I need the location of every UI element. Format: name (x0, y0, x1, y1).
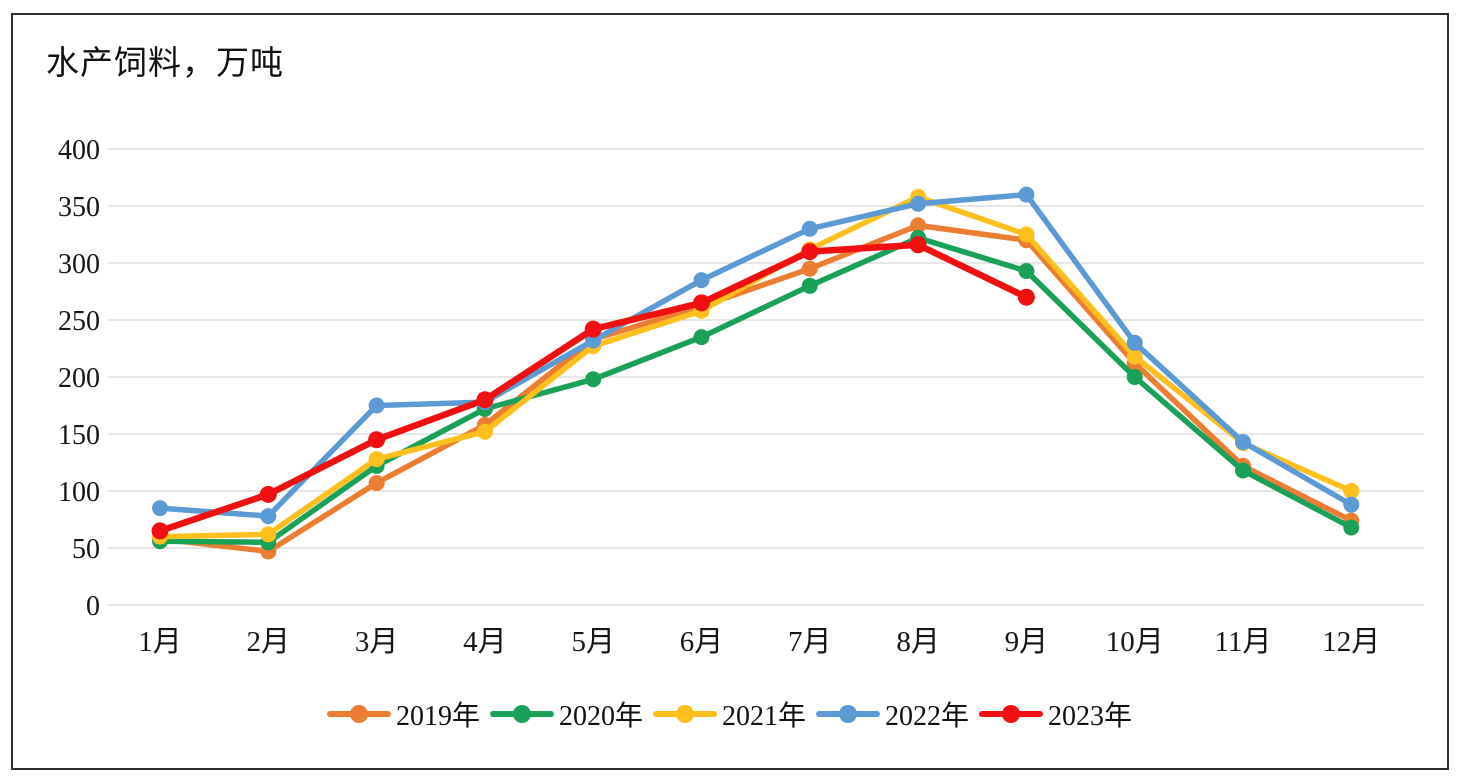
legend-line-marker-icon (489, 705, 554, 723)
series-point-2022年 (910, 195, 927, 212)
chart-frame (11, 13, 1449, 770)
legend-item-2021年: 2021年 (652, 694, 806, 734)
series-point-2021年 (260, 526, 277, 543)
legend-marker-dot (349, 705, 368, 723)
legend-label: 2022年 (885, 701, 970, 732)
x-tick-label: 5月 (571, 626, 615, 658)
series-point-2020年 (585, 371, 602, 388)
series-point-2022年 (693, 272, 710, 289)
series-point-2022年 (1126, 334, 1143, 351)
x-tick-label: 10月 (1106, 626, 1164, 658)
series-point-2022年 (260, 508, 277, 525)
legend-line-marker-icon (652, 705, 717, 723)
legend-item-2023年: 2023年 (979, 694, 1132, 734)
series-point-2023年 (259, 485, 277, 503)
series-point-2023年 (151, 522, 169, 540)
series-point-2023年 (368, 431, 386, 449)
series-point-2020年 (1343, 519, 1360, 536)
y-tick-label: 200 (58, 363, 100, 394)
legend-item-2019年: 2019年 (326, 694, 480, 734)
y-tick-label: 400 (58, 135, 100, 166)
series-line-2020年 (157, 235, 1355, 546)
x-tick-label: 3月 (355, 626, 399, 658)
y-tick-label: 250 (58, 306, 100, 337)
chart-legend: 2019年 2020年 2021年 2022年 2023年 (0, 694, 1459, 734)
y-tick-label: 150 (58, 420, 100, 451)
series-point-2022年 (1018, 186, 1035, 203)
y-tick-label: 350 (58, 192, 100, 223)
legend-label: 2020年 (558, 701, 643, 732)
y-tick-label: 0 (86, 591, 100, 622)
series-line-2021年 (157, 194, 1355, 540)
x-tick-label: 2月 (247, 626, 291, 658)
series-point-2022年 (1343, 496, 1360, 513)
x-tick-label: 8月 (896, 626, 940, 658)
x-tick-label: 6月 (680, 626, 724, 658)
series-point-2023年 (584, 320, 602, 338)
series-point-2019年 (801, 260, 818, 277)
series-point-2020年 (1235, 462, 1251, 479)
series-point-2022年 (801, 220, 818, 237)
series-line-2022年 (157, 191, 1355, 519)
y-tick-label: 100 (58, 477, 100, 508)
legend-marker-dot (512, 705, 531, 723)
series-point-2023年 (909, 236, 927, 254)
x-tick-label: 7月 (788, 626, 832, 658)
series-point-2020年 (801, 277, 818, 294)
y-tick-label: 300 (58, 249, 100, 280)
y-tick-label: 50 (72, 534, 100, 565)
series-point-2022年 (1235, 433, 1251, 450)
legend-label: 2023年 (1048, 701, 1133, 732)
x-tick-label: 9月 (1005, 626, 1049, 658)
legend-item-2022年: 2022年 (816, 694, 969, 734)
x-tick-label: 4月 (463, 626, 507, 658)
chart-title: 水产饲料，万吨 (46, 46, 284, 82)
series-point-2021年 (1126, 348, 1143, 365)
series-point-2023年 (693, 294, 710, 312)
legend-marker-dot (675, 705, 694, 723)
legend-label: 2021年 (721, 701, 806, 732)
series-line-2023年 (156, 241, 1030, 535)
series-point-2021年 (476, 423, 493, 440)
series-point-2021年 (368, 451, 385, 468)
x-tick-label: 11月 (1215, 626, 1272, 658)
series-line-2019年 (157, 222, 1355, 555)
x-tick-label: 1月 (138, 626, 182, 658)
series-point-2019年 (910, 217, 927, 234)
legend-marker-dot (839, 705, 857, 723)
series-point-2021年 (1018, 226, 1035, 243)
series-point-2021年 (1343, 483, 1360, 499)
legend-marker-dot (1002, 705, 1021, 723)
legend-label: 2019年 (395, 701, 480, 732)
x-tick-label: 12月 (1322, 626, 1380, 658)
series-point-2019年 (368, 475, 385, 492)
legend-line-marker-icon (326, 705, 391, 723)
series-point-2020年 (693, 329, 710, 346)
series-point-2020年 (1018, 262, 1035, 279)
legend-line-marker-icon (979, 705, 1044, 723)
series-point-2023年 (476, 391, 494, 409)
series-point-2023年 (1017, 288, 1035, 306)
series-point-2020年 (1126, 369, 1143, 385)
legend-line-marker-icon (816, 705, 880, 723)
series-point-2022年 (368, 397, 385, 414)
series-point-2023年 (801, 243, 819, 261)
legend-item-2020年: 2020年 (489, 694, 643, 734)
series-point-2022年 (152, 500, 168, 517)
